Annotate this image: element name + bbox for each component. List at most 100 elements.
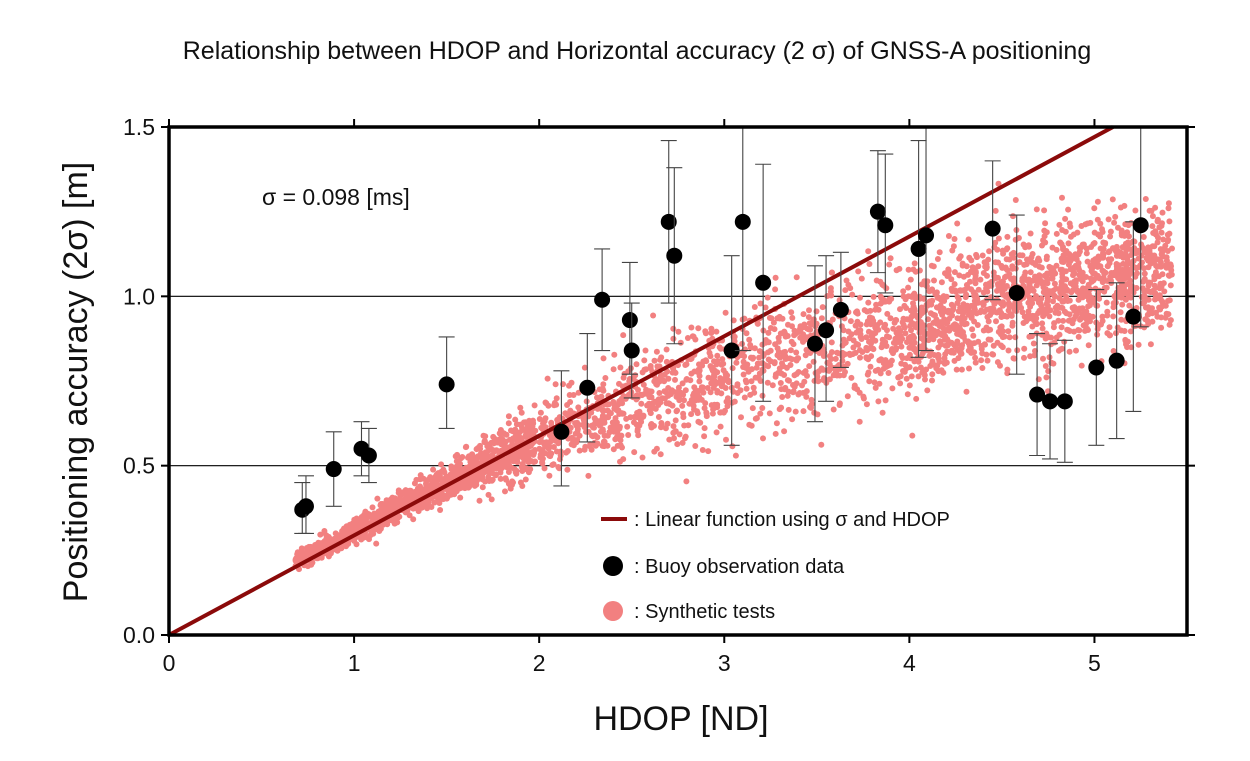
synthetic-point <box>1056 295 1063 302</box>
synthetic-point <box>1106 248 1113 255</box>
synthetic-point <box>683 478 690 485</box>
synthetic-point <box>566 392 573 398</box>
synthetic-point <box>459 454 466 460</box>
synthetic-point <box>1082 292 1089 299</box>
synthetic-point <box>1165 200 1172 207</box>
synthetic-point <box>1053 308 1060 315</box>
synthetic-point <box>516 434 523 441</box>
synthetic-point <box>863 334 870 341</box>
synthetic-point <box>882 321 889 328</box>
synthetic-point <box>1104 312 1111 319</box>
synthetic-point <box>993 318 999 325</box>
synthetic-point <box>958 366 965 373</box>
synthetic-point <box>680 410 687 417</box>
synthetic-point <box>1058 290 1064 297</box>
synthetic-point <box>1163 257 1170 264</box>
synthetic-point <box>980 289 987 296</box>
synthetic-point <box>826 361 833 368</box>
synthetic-point <box>971 340 978 347</box>
synthetic-point <box>1135 341 1142 348</box>
synthetic-point <box>682 433 689 440</box>
y-axis-label: Positioning accuracy (2σ) [m] <box>57 162 95 602</box>
synthetic-point <box>467 481 474 488</box>
synthetic-point <box>431 499 438 506</box>
buoy-marker <box>818 322 835 339</box>
synthetic-point <box>321 528 328 534</box>
synthetic-point <box>1167 317 1174 324</box>
synthetic-point <box>1005 347 1012 354</box>
synthetic-point <box>1140 234 1147 240</box>
synthetic-point <box>1021 345 1028 352</box>
synthetic-point <box>1042 220 1049 227</box>
synthetic-point <box>542 399 549 406</box>
synthetic-point <box>1041 227 1048 234</box>
synthetic-point <box>707 389 714 396</box>
synthetic-point <box>616 380 622 387</box>
synthetic-point <box>518 424 525 431</box>
synthetic-point <box>771 359 778 366</box>
synthetic-point <box>1094 263 1101 270</box>
synthetic-point <box>1039 325 1046 332</box>
synthetic-point <box>646 394 653 401</box>
synthetic-point <box>512 469 519 476</box>
synthetic-point <box>325 538 332 545</box>
synthetic-point <box>486 441 492 448</box>
synthetic-point <box>994 246 1001 253</box>
synthetic-point <box>1066 251 1073 257</box>
synthetic-point <box>931 277 937 284</box>
synthetic-point <box>1168 267 1175 274</box>
synthetic-point <box>658 420 665 426</box>
synthetic-point <box>1006 271 1013 277</box>
synthetic-point <box>741 394 748 401</box>
synthetic-point <box>872 384 879 391</box>
synthetic-point <box>793 380 800 387</box>
x-tick-label: 2 <box>533 650 546 676</box>
synthetic-point <box>512 416 519 423</box>
synthetic-point <box>918 310 925 317</box>
synthetic-point <box>478 455 485 462</box>
synthetic-point <box>897 373 904 380</box>
synthetic-point <box>1016 301 1023 308</box>
synthetic-point <box>969 264 976 271</box>
synthetic-point <box>573 439 580 446</box>
synthetic-point <box>786 377 792 384</box>
x-tick-label: 3 <box>718 650 731 676</box>
synthetic-point <box>705 448 712 455</box>
buoy-marker <box>806 335 823 352</box>
synthetic-point <box>671 435 677 442</box>
legend-buoy-swatch <box>603 556 623 576</box>
synthetic-point <box>743 385 750 392</box>
synthetic-point <box>1152 290 1159 297</box>
synthetic-point <box>724 395 731 402</box>
buoy-point <box>325 431 342 507</box>
synthetic-point <box>398 500 405 507</box>
synthetic-point <box>522 466 529 473</box>
synthetic-point <box>974 322 981 328</box>
synthetic-point <box>572 430 579 437</box>
buoy-marker <box>723 342 740 359</box>
synthetic-point <box>676 394 682 401</box>
synthetic-point <box>675 384 682 391</box>
synthetic-point <box>720 367 727 374</box>
synthetic-point <box>793 349 800 356</box>
synthetic-point <box>1125 260 1132 267</box>
buoy-point <box>818 255 835 402</box>
synthetic-point <box>1148 207 1155 214</box>
synthetic-point <box>1073 277 1080 284</box>
synthetic-point <box>598 393 605 400</box>
synthetic-point <box>582 443 589 450</box>
synthetic-point <box>1110 313 1117 320</box>
synthetic-point <box>1004 233 1011 240</box>
synthetic-point <box>701 433 708 440</box>
synthetic-point <box>776 315 783 322</box>
synthetic-point <box>1159 253 1166 259</box>
synthetic-point <box>708 330 715 336</box>
synthetic-point <box>1032 348 1038 354</box>
synthetic-point <box>1053 246 1060 253</box>
buoy-point <box>360 427 377 484</box>
synthetic-point <box>601 432 608 439</box>
synthetic-point <box>1075 327 1082 333</box>
synthetic-point <box>897 380 904 387</box>
synthetic-point <box>853 309 859 316</box>
